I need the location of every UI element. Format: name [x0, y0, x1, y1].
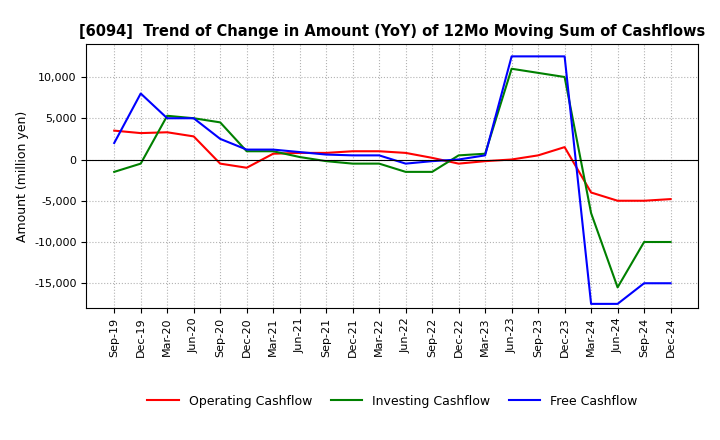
- Investing Cashflow: [216, 120, 225, 125]
- Operating Cashflow: [401, 150, 410, 156]
- Line: Operating Cashflow: Operating Cashflow: [114, 131, 670, 201]
- Investing Cashflow: [269, 149, 277, 154]
- Investing Cashflow: [348, 161, 357, 166]
- Free Cashflow: [613, 301, 622, 307]
- Investing Cashflow: [110, 169, 119, 175]
- Free Cashflow: [401, 161, 410, 166]
- Free Cashflow: [508, 54, 516, 59]
- Line: Free Cashflow: Free Cashflow: [114, 56, 670, 304]
- Free Cashflow: [348, 153, 357, 158]
- Operating Cashflow: [110, 128, 119, 133]
- Investing Cashflow: [136, 161, 145, 166]
- Operating Cashflow: [613, 198, 622, 203]
- Operating Cashflow: [534, 153, 542, 158]
- Title: [6094]  Trend of Change in Amount (YoY) of 12Mo Moving Sum of Cashflows: [6094] Trend of Change in Amount (YoY) o…: [79, 24, 706, 39]
- Investing Cashflow: [454, 153, 463, 158]
- Operating Cashflow: [295, 150, 304, 156]
- Operating Cashflow: [163, 130, 171, 135]
- Operating Cashflow: [481, 158, 490, 164]
- Free Cashflow: [110, 140, 119, 146]
- Free Cashflow: [216, 136, 225, 142]
- Legend: Operating Cashflow, Investing Cashflow, Free Cashflow: Operating Cashflow, Investing Cashflow, …: [143, 390, 642, 413]
- Operating Cashflow: [243, 165, 251, 170]
- Operating Cashflow: [454, 161, 463, 166]
- Free Cashflow: [295, 150, 304, 155]
- Operating Cashflow: [375, 149, 384, 154]
- Operating Cashflow: [508, 157, 516, 162]
- Free Cashflow: [269, 147, 277, 152]
- Free Cashflow: [666, 281, 675, 286]
- Free Cashflow: [243, 147, 251, 152]
- Investing Cashflow: [189, 116, 198, 121]
- Free Cashflow: [640, 281, 649, 286]
- Investing Cashflow: [322, 158, 330, 164]
- Investing Cashflow: [481, 151, 490, 156]
- Investing Cashflow: [613, 285, 622, 290]
- Investing Cashflow: [640, 239, 649, 245]
- Operating Cashflow: [560, 144, 569, 150]
- Free Cashflow: [136, 91, 145, 96]
- Operating Cashflow: [216, 161, 225, 166]
- Operating Cashflow: [269, 151, 277, 156]
- Free Cashflow: [428, 158, 436, 164]
- Investing Cashflow: [534, 70, 542, 76]
- Operating Cashflow: [136, 131, 145, 136]
- Operating Cashflow: [428, 155, 436, 161]
- Investing Cashflow: [295, 154, 304, 160]
- Free Cashflow: [189, 116, 198, 121]
- Investing Cashflow: [666, 239, 675, 245]
- Investing Cashflow: [428, 169, 436, 175]
- Free Cashflow: [322, 152, 330, 157]
- Investing Cashflow: [508, 66, 516, 71]
- Free Cashflow: [481, 153, 490, 158]
- Investing Cashflow: [163, 113, 171, 118]
- Operating Cashflow: [322, 150, 330, 156]
- Free Cashflow: [163, 116, 171, 121]
- Operating Cashflow: [348, 149, 357, 154]
- Operating Cashflow: [587, 190, 595, 195]
- Free Cashflow: [560, 54, 569, 59]
- Free Cashflow: [375, 153, 384, 158]
- Investing Cashflow: [587, 210, 595, 216]
- Operating Cashflow: [189, 134, 198, 139]
- Free Cashflow: [534, 54, 542, 59]
- Operating Cashflow: [640, 198, 649, 203]
- Operating Cashflow: [666, 197, 675, 202]
- Investing Cashflow: [401, 169, 410, 175]
- Investing Cashflow: [243, 149, 251, 154]
- Y-axis label: Amount (million yen): Amount (million yen): [16, 110, 29, 242]
- Investing Cashflow: [560, 74, 569, 80]
- Line: Investing Cashflow: Investing Cashflow: [114, 69, 670, 287]
- Investing Cashflow: [375, 161, 384, 166]
- Free Cashflow: [587, 301, 595, 307]
- Free Cashflow: [454, 157, 463, 162]
